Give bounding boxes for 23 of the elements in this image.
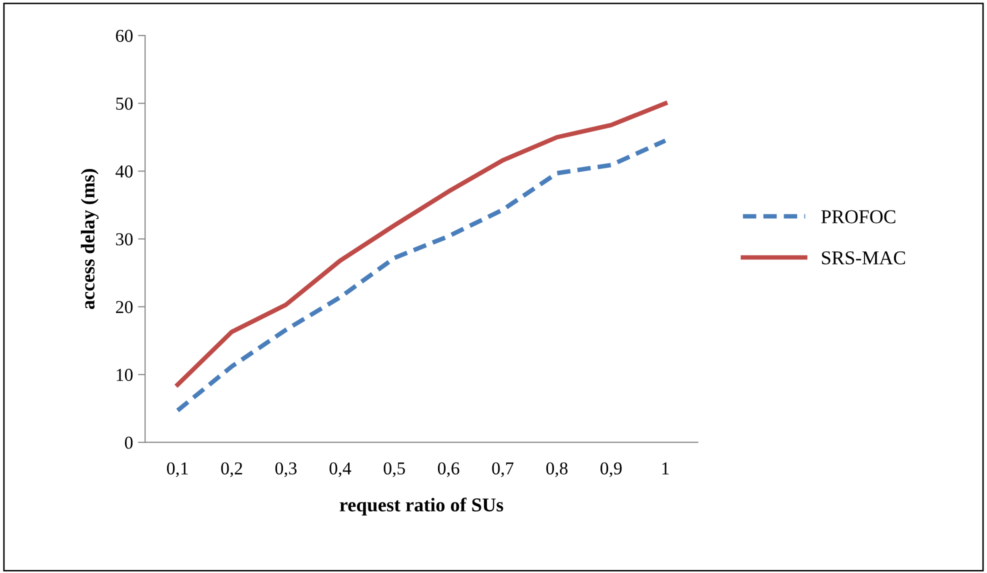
line-series xyxy=(175,138,668,413)
line-series xyxy=(175,101,668,387)
x-tick-label: 0,3 xyxy=(275,462,297,478)
x-tick-label: 0,4 xyxy=(330,462,352,478)
y-tick-label: 40 xyxy=(116,165,133,178)
x-tick-label: 0,7 xyxy=(492,462,514,478)
x-tick-label: 0,1 xyxy=(167,462,188,478)
y-tick-label: 30 xyxy=(116,233,133,246)
x-tick-label: 0,6 xyxy=(438,462,460,478)
legend-label: PROFOC xyxy=(821,210,896,224)
y-tick-label: 0 xyxy=(124,436,133,449)
y-tick-label: 20 xyxy=(116,301,133,314)
x-tick-label: 0,2 xyxy=(221,462,242,478)
y-tick-label: 60 xyxy=(116,30,133,42)
x-tick-label: 0,5 xyxy=(384,462,405,478)
x-tick-label: 0,8 xyxy=(546,462,568,478)
y-tick-label: 10 xyxy=(116,368,133,381)
y-tick-label: 50 xyxy=(116,98,133,110)
x-axis-title: request ratio of SUs xyxy=(340,498,504,516)
legend-label: SRS-MAC xyxy=(822,251,906,264)
x-tick-label: 0,9 xyxy=(600,462,622,478)
x-tick-label: 1 xyxy=(662,462,669,474)
y-axis-title: access delay (ms) xyxy=(80,169,99,310)
